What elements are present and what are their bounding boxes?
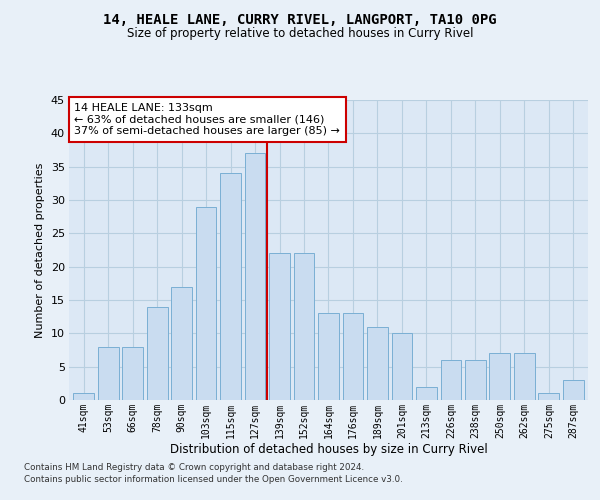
Bar	[122, 346, 143, 400]
Text: Contains public sector information licensed under the Open Government Licence v3: Contains public sector information licen…	[24, 475, 403, 484]
Y-axis label: Number of detached properties: Number of detached properties	[35, 162, 45, 338]
Bar	[245, 154, 265, 400]
Bar	[367, 326, 388, 400]
Text: 14 HEALE LANE: 133sqm
← 63% of detached houses are smaller (146)
37% of semi-det: 14 HEALE LANE: 133sqm ← 63% of detached …	[74, 103, 340, 136]
Bar	[490, 354, 510, 400]
Bar	[73, 394, 94, 400]
Text: Size of property relative to detached houses in Curry Rivel: Size of property relative to detached ho…	[127, 28, 473, 40]
Text: Contains HM Land Registry data © Crown copyright and database right 2024.: Contains HM Land Registry data © Crown c…	[24, 464, 364, 472]
Bar	[514, 354, 535, 400]
Bar	[98, 346, 119, 400]
Bar	[465, 360, 486, 400]
Text: Distribution of detached houses by size in Curry Rivel: Distribution of detached houses by size …	[170, 442, 488, 456]
Bar	[538, 394, 559, 400]
Bar	[293, 254, 314, 400]
Bar	[318, 314, 339, 400]
Bar	[220, 174, 241, 400]
Bar	[196, 206, 217, 400]
Bar	[416, 386, 437, 400]
Bar	[343, 314, 364, 400]
Bar	[171, 286, 192, 400]
Bar	[392, 334, 412, 400]
Bar	[147, 306, 167, 400]
Bar	[563, 380, 584, 400]
Text: 14, HEALE LANE, CURRY RIVEL, LANGPORT, TA10 0PG: 14, HEALE LANE, CURRY RIVEL, LANGPORT, T…	[103, 12, 497, 26]
Bar	[269, 254, 290, 400]
Bar	[440, 360, 461, 400]
